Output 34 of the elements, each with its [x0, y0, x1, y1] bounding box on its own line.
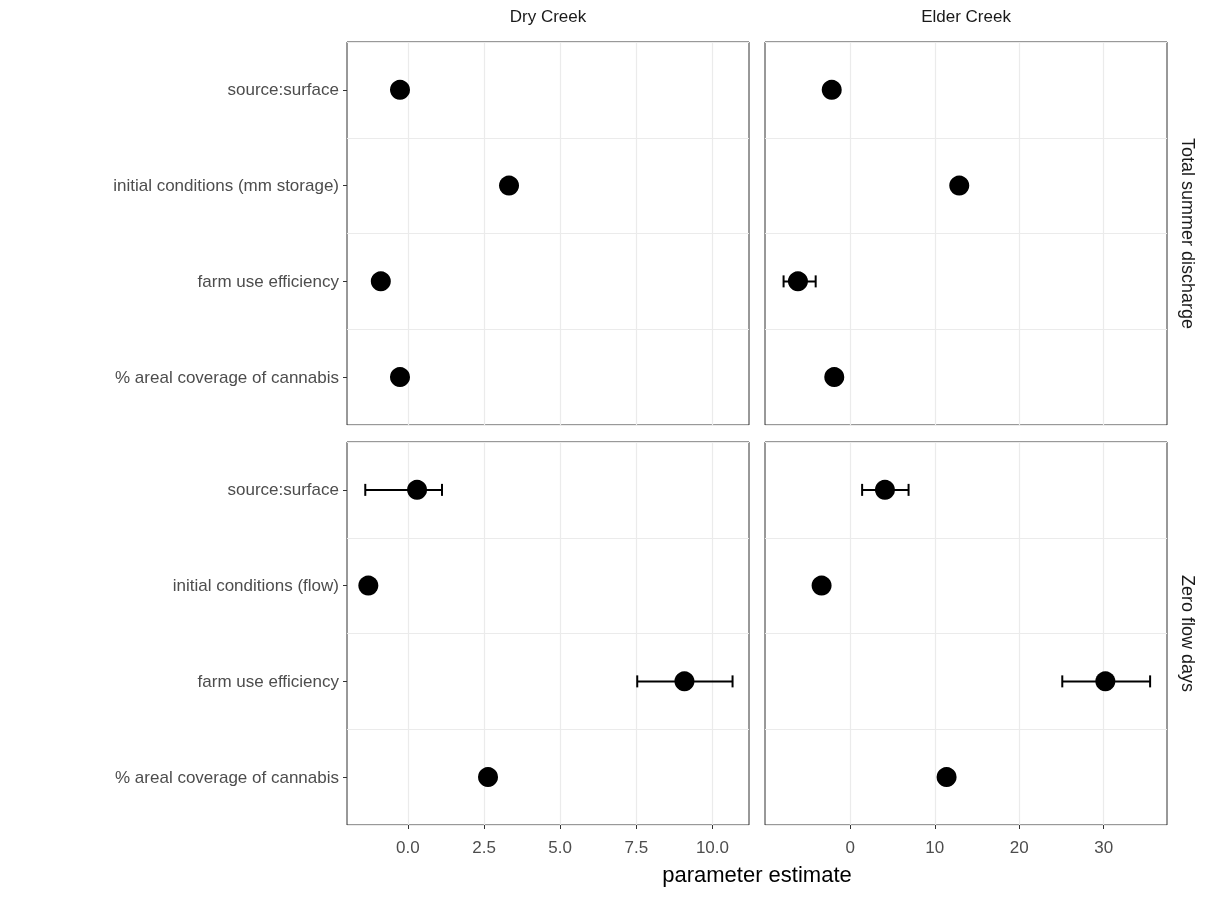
x-tick-label: 30 — [1094, 838, 1114, 857]
point — [821, 79, 842, 100]
y-tick-label: % areal coverage of cannabis — [115, 367, 339, 387]
chart-title: Elder Creek — [921, 7, 1012, 26]
y2-axis-title: Zero flow days — [1178, 574, 1198, 693]
y-tick-label: source:surface — [227, 480, 339, 500]
x-tick-label: 7.5 — [624, 838, 649, 857]
chart-title: Dry Creek — [509, 7, 587, 26]
x-tick-label: 5.0 — [548, 838, 572, 857]
y-tick-label: farm use efficiency — [197, 271, 340, 291]
point — [874, 479, 895, 500]
y-tick-label: initial conditions (flow) — [172, 576, 339, 596]
point — [936, 767, 957, 788]
point — [674, 671, 695, 692]
point — [358, 575, 379, 596]
point — [949, 175, 970, 196]
x-tick-label: 0 — [845, 838, 856, 857]
point — [1095, 671, 1116, 692]
y2-axis-title: Total summer discharge — [1178, 137, 1198, 330]
point — [478, 767, 498, 788]
point — [787, 271, 808, 292]
x-tick-label: 10.0 — [695, 838, 729, 857]
y-tick-label: source:surface — [227, 80, 339, 100]
point — [811, 575, 832, 596]
y-tick-label: initial conditions (mm storage) — [113, 176, 339, 196]
point — [824, 367, 845, 388]
y-tick-label: % areal coverage of cannabis — [115, 767, 339, 787]
x-tick-label: 10 — [925, 838, 945, 857]
x-tick-label: 2.5 — [472, 838, 496, 857]
y-tick-label: farm use efficiency — [197, 671, 340, 691]
x-tick-label: 20 — [1009, 838, 1029, 857]
x-axis-title: parameter estimate — [661, 862, 853, 888]
x-tick-label: 0.0 — [396, 838, 420, 857]
point — [407, 479, 428, 500]
